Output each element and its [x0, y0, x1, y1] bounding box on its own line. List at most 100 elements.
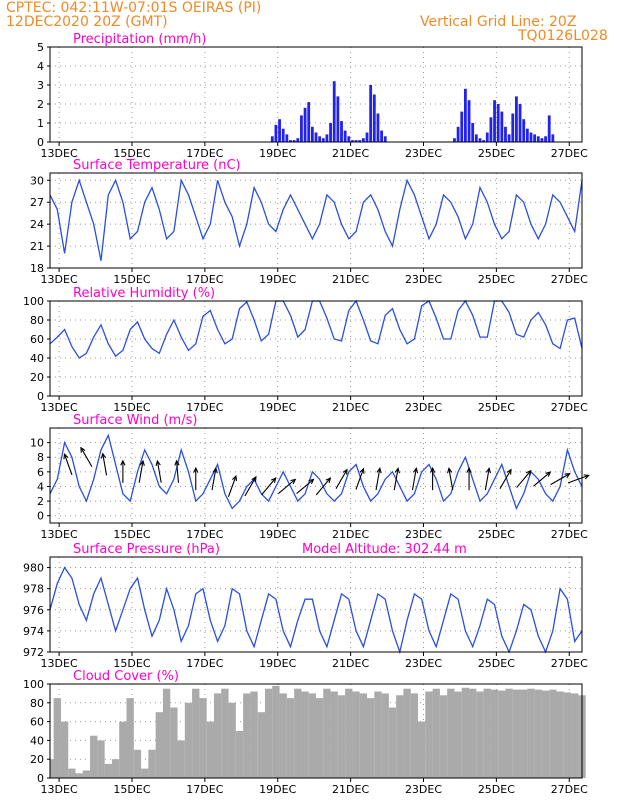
wind-arrow: [156, 460, 162, 483]
cloud-bar: [104, 763, 112, 778]
cloud-xtick-label: 25DEC: [478, 783, 515, 796]
precip-bar: [318, 136, 322, 142]
wind-arrow-head: [525, 469, 532, 476]
precip-bar: [325, 134, 329, 142]
wind-arrow-head: [100, 452, 107, 459]
rh-ytick-label: 20: [30, 371, 44, 384]
wind-arrow-head: [231, 474, 238, 482]
cloud-bar: [279, 693, 287, 778]
cloud-bar: [75, 773, 83, 778]
cloud-bar: [425, 691, 433, 778]
temp-ytick-label: 27: [30, 196, 44, 209]
cloud-xtick-label: 15DEC: [113, 783, 150, 796]
wind-series-line: [49, 433, 583, 511]
pressure-xtick-label: 15DEC: [113, 657, 150, 670]
temp-xtick-label: 15DEC: [113, 273, 150, 286]
precip-bar: [372, 94, 376, 142]
precip-bar: [340, 121, 343, 142]
wind-xtick-label: 13DEC: [41, 528, 78, 541]
precip-bar: [336, 96, 340, 142]
precip-bar: [536, 136, 540, 142]
cloud-bar: [228, 702, 236, 778]
cloud-bar: [250, 691, 258, 778]
wind-ytick-label: 4: [37, 480, 44, 493]
wind-arrow: [499, 469, 512, 489]
cloud-xtick-label: 27DEC: [551, 783, 588, 796]
precip-bar: [529, 132, 533, 142]
precip-bar: [361, 138, 365, 142]
wind-arrow-head: [359, 467, 365, 474]
wind-frame: [49, 427, 583, 524]
temp-xtick-label: 27DEC: [551, 273, 588, 286]
precip-bar: [332, 81, 336, 142]
cloud-xtick-label: 21DEC: [332, 783, 369, 796]
wind-arrow-head: [342, 468, 348, 475]
wind-arrow-head: [429, 466, 436, 473]
precip-bar: [474, 134, 478, 142]
rh-xtick-label: 21DEC: [332, 401, 369, 414]
precip-bar: [329, 123, 332, 142]
cloud-bar: [512, 689, 521, 778]
temp-series-line: [49, 178, 583, 261]
precip-bar: [303, 107, 307, 142]
cloud-bar: [549, 689, 557, 778]
cloud-bar: [352, 691, 360, 778]
wind-xtick-label: 21DEC: [332, 528, 369, 541]
wind-ytick-label: 10: [30, 437, 44, 450]
rh-ytick-label: 60: [30, 333, 44, 346]
wind-arrow: [375, 468, 381, 491]
rh-title: Relative Humidity (%): [73, 286, 215, 301]
precip-bar: [354, 140, 358, 142]
precip-bar: [278, 119, 281, 142]
cloud-bar: [308, 693, 317, 778]
precip-bar: [376, 113, 380, 142]
pressure-ytick-label: 976: [23, 604, 44, 617]
wind-arrow: [516, 470, 532, 488]
pressure-frame: [49, 556, 583, 653]
rh-series-line: [49, 299, 583, 359]
cloud-ytick-label: 60: [30, 716, 44, 729]
cloud-bar: [315, 698, 324, 778]
cloud-frame: [49, 683, 583, 779]
cloud-bar: [323, 688, 331, 778]
precip-bar: [533, 134, 537, 142]
pressure-xtick-label: 23DEC: [405, 657, 442, 670]
temp-ytick-label: 21: [30, 240, 44, 253]
cloud-xtick-label: 17DEC: [186, 783, 223, 796]
cloud-bar: [490, 689, 499, 778]
wind-ytick-label: 8: [37, 451, 44, 464]
wind-arrow: [227, 475, 237, 497]
cloud-ytick-label: 40: [30, 734, 44, 747]
cloud-bar: [53, 698, 61, 778]
cloud-bar: [418, 721, 426, 778]
cloud-bar: [541, 690, 550, 778]
cloud-bar: [447, 688, 455, 778]
cloud-bar: [388, 707, 397, 778]
wind-arrow: [278, 478, 296, 494]
rh-xtick-label: 15DEC: [113, 401, 150, 414]
cloud-bar: [374, 691, 382, 778]
cloud-bar: [68, 768, 76, 778]
precip-title: Precipitation (mm/h): [73, 32, 206, 47]
precip-bar: [292, 140, 296, 142]
temp-ytick-label: 24: [30, 218, 44, 231]
precip-bar: [478, 138, 482, 142]
precip-bar: [522, 119, 526, 142]
wind-arrow: [355, 468, 365, 490]
wind-xtick-label: 23DEC: [405, 528, 442, 541]
cloud-bar: [272, 685, 280, 778]
precip-bar: [515, 96, 518, 142]
precip-bar: [463, 88, 467, 142]
wind-arrow: [176, 460, 180, 483]
temp-frame: [49, 172, 583, 269]
precip-bar: [453, 138, 456, 142]
wind-arrow-head: [325, 477, 332, 484]
wind-arrow: [244, 476, 257, 497]
cloud-bar: [345, 688, 353, 778]
rh-ytick-label: 100: [23, 295, 44, 308]
wind-arrow: [315, 477, 331, 496]
cloud-ytick-label: 0: [37, 772, 44, 785]
pressure-ytick-label: 978: [23, 583, 44, 596]
cloud-bar: [432, 688, 440, 778]
rh-xtick-label: 23DEC: [405, 401, 442, 414]
